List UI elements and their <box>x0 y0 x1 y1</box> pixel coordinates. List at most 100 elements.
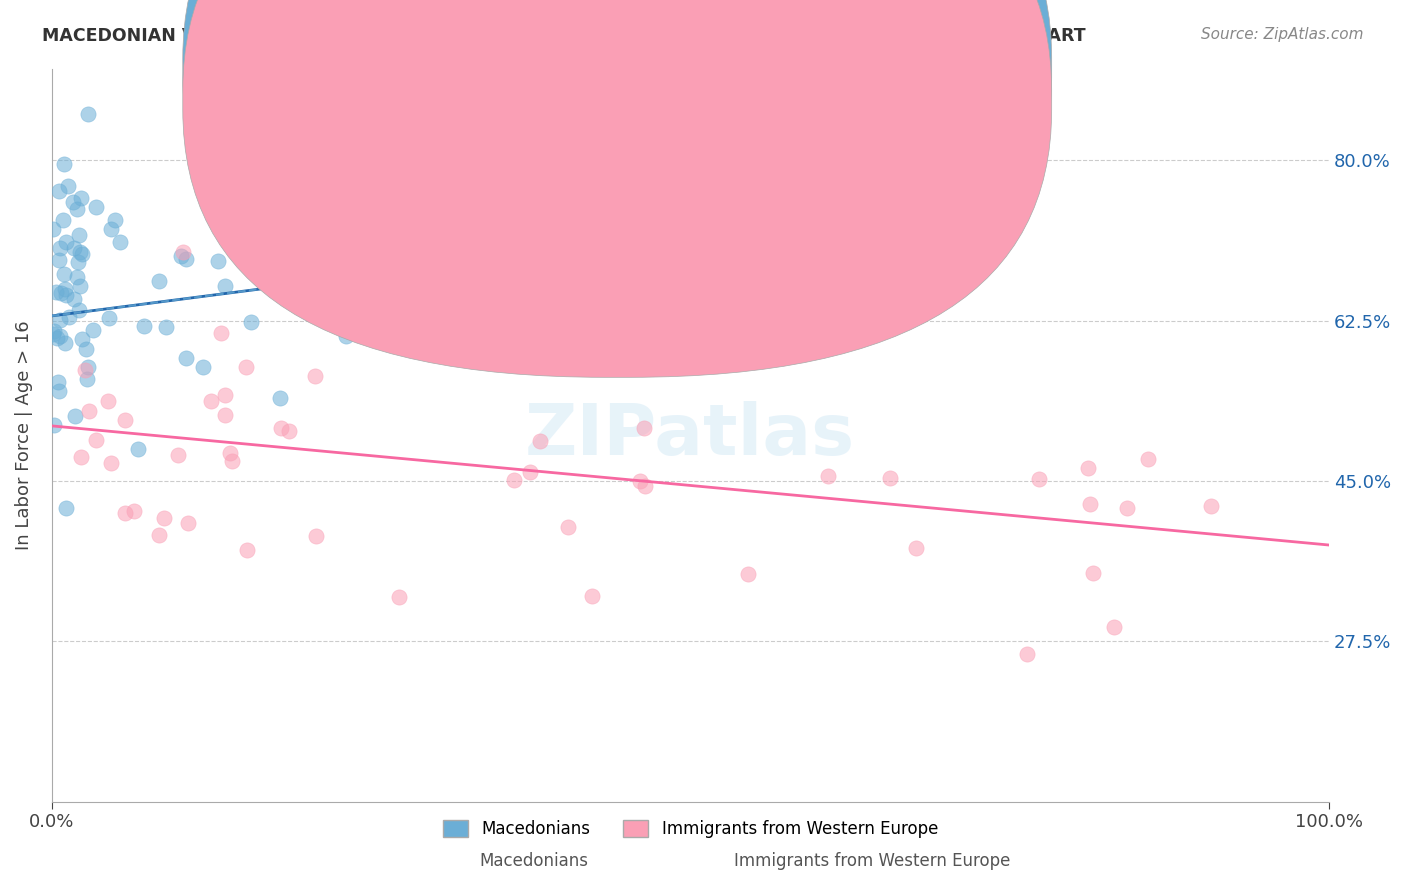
Point <box>446 255 468 269</box>
Point <box>63 292 86 306</box>
Point <box>879 471 901 485</box>
Point <box>581 589 603 603</box>
Text: Macedonians: Macedonians <box>479 852 589 870</box>
Point <box>122 504 145 518</box>
Point <box>304 369 326 384</box>
Point <box>58 179 80 194</box>
Legend: Macedonians, Immigrants from Western Europe: Macedonians, Immigrants from Western Eur… <box>436 813 945 845</box>
Point <box>104 212 127 227</box>
Point <box>236 543 259 558</box>
Point <box>277 424 299 438</box>
Point <box>1015 647 1038 661</box>
Point <box>1136 452 1159 467</box>
Point <box>634 479 657 493</box>
Point <box>63 409 86 423</box>
Point <box>221 454 243 468</box>
Point <box>737 566 759 581</box>
Point <box>42 327 65 342</box>
Point <box>48 253 70 268</box>
Point <box>100 456 122 470</box>
Point <box>48 328 70 343</box>
Point <box>48 384 70 398</box>
Point <box>152 510 174 524</box>
Point <box>367 243 389 257</box>
Point <box>75 342 97 356</box>
Point <box>42 418 65 433</box>
Point <box>55 235 77 249</box>
Text: MACEDONIAN VS IMMIGRANTS FROM WESTERN EUROPE IN LABOR FORCE | AGE > 16 CORRELATI: MACEDONIAN VS IMMIGRANTS FROM WESTERN EU… <box>42 27 1085 45</box>
Point <box>76 372 98 386</box>
Point <box>191 360 214 375</box>
Point <box>350 253 373 268</box>
Point <box>114 506 136 520</box>
Point <box>270 421 292 435</box>
Point <box>70 450 93 464</box>
Point <box>69 278 91 293</box>
Point <box>66 255 89 269</box>
Point <box>127 442 149 456</box>
Point <box>52 157 75 171</box>
Point <box>529 434 551 449</box>
Point <box>108 235 131 250</box>
Point <box>269 391 291 405</box>
Point <box>70 333 93 347</box>
Point <box>214 279 236 293</box>
Point <box>155 319 177 334</box>
Text: R = -0.279  N = 49: R = -0.279 N = 49 <box>605 98 773 116</box>
Point <box>132 319 155 334</box>
Point <box>53 282 76 296</box>
Point <box>592 259 614 273</box>
Point <box>633 421 655 435</box>
Point <box>214 388 236 402</box>
Point <box>52 267 75 281</box>
Point <box>312 225 335 239</box>
Point <box>235 359 257 374</box>
Text: R =  0.306  N = 69: R = 0.306 N = 69 <box>605 65 772 83</box>
Point <box>174 252 197 266</box>
Point <box>55 501 77 516</box>
Text: Source: ZipAtlas.com: Source: ZipAtlas.com <box>1201 27 1364 42</box>
Point <box>557 520 579 534</box>
Point <box>49 241 72 255</box>
Point <box>77 107 100 121</box>
Point <box>170 249 193 263</box>
Point <box>97 394 120 409</box>
Point <box>69 191 91 205</box>
Point <box>304 529 326 543</box>
Text: Immigrants from Western Europe: Immigrants from Western Europe <box>734 852 1010 870</box>
Point <box>1028 472 1050 486</box>
Point <box>82 323 104 337</box>
Point <box>1104 620 1126 634</box>
Point <box>214 408 236 422</box>
Point <box>388 591 411 605</box>
Point <box>824 244 846 259</box>
Point <box>52 213 75 227</box>
Text: ZIPatlas: ZIPatlas <box>526 401 855 469</box>
Point <box>307 293 329 307</box>
Point <box>503 473 526 487</box>
Point <box>200 393 222 408</box>
Point <box>640 107 662 121</box>
Point <box>48 184 70 198</box>
Point <box>77 404 100 418</box>
Y-axis label: In Labor Force | Age > 16: In Labor Force | Age > 16 <box>15 320 32 549</box>
Point <box>1078 497 1101 511</box>
Point <box>177 516 200 530</box>
Point <box>218 446 240 460</box>
Point <box>67 228 90 243</box>
Point <box>63 241 86 255</box>
Point <box>207 254 229 268</box>
Point <box>84 201 107 215</box>
Point <box>42 222 65 236</box>
Point <box>84 434 107 448</box>
Point <box>519 465 541 479</box>
Point <box>904 541 927 555</box>
Point <box>174 351 197 365</box>
Point <box>70 246 93 260</box>
Point <box>148 274 170 288</box>
Point <box>100 222 122 236</box>
Point <box>45 285 67 300</box>
Point <box>66 270 89 285</box>
Point <box>628 474 651 488</box>
Point <box>73 363 96 377</box>
